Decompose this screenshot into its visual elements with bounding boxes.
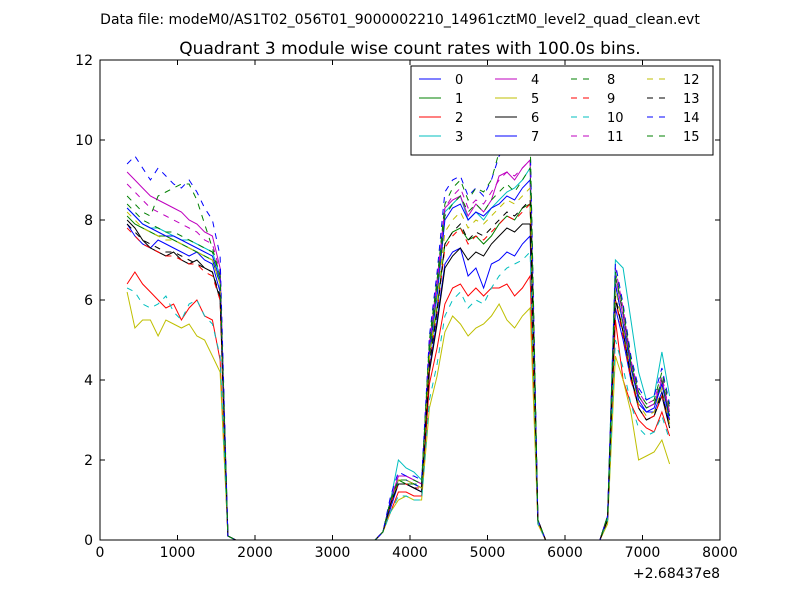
- legend-label: 6: [531, 111, 539, 126]
- legend-label: 2: [455, 111, 463, 126]
- x-tick-label: 2000: [237, 545, 273, 561]
- legend-label: 12: [683, 73, 700, 88]
- y-tick-label: 4: [84, 373, 93, 389]
- y-tick-label: 12: [75, 53, 93, 69]
- legend-label: 9: [607, 92, 615, 107]
- axes-layer: 0 1000 2000 3000 4000 5000 6000 7000 80000246810…: [75, 53, 738, 561]
- legend-label: 4: [531, 73, 539, 88]
- series-line-11: [126, 158, 671, 541]
- legend-label: 1: [455, 92, 463, 107]
- legend-label: 11: [607, 130, 624, 145]
- x-tick-label: 6000: [547, 545, 583, 561]
- legend-label: 10: [607, 111, 624, 126]
- y-tick-label: 10: [75, 133, 93, 149]
- x-axis-offset-label: +2.68437e8: [633, 566, 720, 582]
- legend-label: 7: [531, 130, 539, 145]
- legend-label: 8: [607, 73, 615, 88]
- legend-label: 0: [455, 73, 463, 88]
- y-tick-label: 8: [84, 213, 93, 229]
- x-tick-label: 8000: [702, 545, 738, 561]
- series-line-12: [126, 186, 671, 541]
- series-line-15: [126, 135, 671, 541]
- legend-label: 15: [683, 130, 700, 145]
- x-tick-label: 4000: [392, 545, 428, 561]
- y-tick-label: 6: [84, 293, 93, 309]
- x-tick-label: 1000: [160, 545, 196, 561]
- legend-box: [410, 65, 714, 156]
- legend-label: 3: [455, 130, 463, 145]
- chart-title: Quadrant 3 module wise count rates with …: [179, 39, 640, 59]
- legend-label: 14: [683, 111, 700, 126]
- series-line-10: [126, 250, 671, 541]
- x-tick-label: 3000: [315, 545, 351, 561]
- figure-suptitle: Data file: modeM0/AS1T02_056T01_90000022…: [100, 12, 700, 28]
- x-tick-label: 0: [96, 545, 105, 561]
- y-tick-label: 0: [84, 533, 93, 549]
- legend-label: 13: [683, 92, 700, 107]
- legend-label: 5: [531, 92, 539, 107]
- x-tick-label: 5000: [470, 545, 506, 561]
- x-tick-label: 7000: [625, 545, 661, 561]
- y-tick-label: 2: [84, 453, 93, 469]
